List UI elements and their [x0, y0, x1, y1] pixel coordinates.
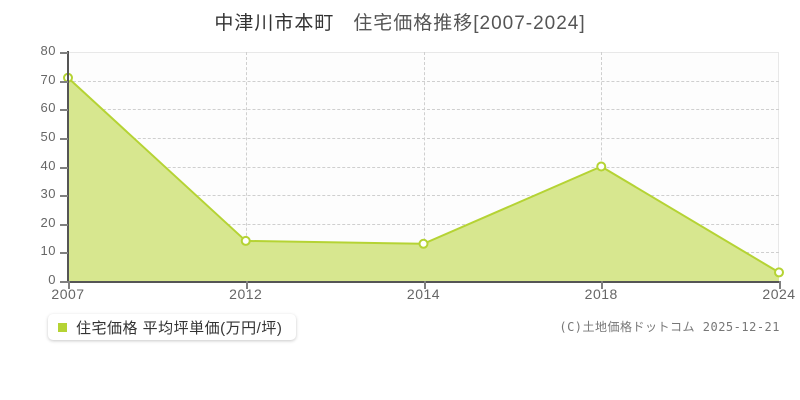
- legend-label: 住宅価格 平均坪単価(万円/坪): [76, 319, 283, 337]
- x-axis-tick-label: 2018: [584, 286, 618, 302]
- data-point-marker[interactable]: [418, 238, 429, 249]
- chart-title-sub: 住宅価格推移[2007-2024]: [353, 13, 586, 34]
- y-axis-tick: [60, 252, 68, 255]
- y-axis-tick: [60, 137, 68, 140]
- y-axis-tick: [60, 281, 68, 283]
- data-point-marker[interactable]: [774, 267, 784, 278]
- y-axis-labels: 0 10 20 30 40 50 60 70 80: [22, 0, 56, 400]
- x-axis-tick: [779, 281, 781, 289]
- x-axis-tick-label: 2007: [51, 286, 85, 302]
- legend[interactable]: 住宅価格 平均坪単価(万円/坪): [48, 314, 297, 340]
- series-area-line: [63, 72, 784, 281]
- y-axis-tick: [60, 80, 68, 83]
- y-axis-tick-label: 70: [40, 71, 56, 87]
- y-axis-tick: [60, 109, 68, 112]
- x-axis-tick-label: 2012: [229, 286, 263, 302]
- copyright-credit: (C)土地価格ドットコム 2025-12-21: [559, 320, 780, 334]
- y-axis-line: [67, 51, 69, 282]
- series-area-fill: [68, 77, 779, 281]
- y-axis-tick: [60, 52, 68, 54]
- y-axis-tick-label: 20: [40, 214, 56, 230]
- data-point-marker[interactable]: [596, 161, 607, 172]
- x-axis-tick: [245, 281, 248, 289]
- y-axis-tick-label: 40: [40, 157, 56, 173]
- y-axis-tick-label: 50: [40, 128, 56, 144]
- x-axis-tick-label: 2024: [762, 286, 796, 302]
- y-axis-tick-label: 60: [40, 100, 56, 116]
- x-axis-tick: [601, 281, 604, 289]
- y-axis-tick: [60, 195, 68, 198]
- data-point-marker[interactable]: [240, 235, 251, 246]
- x-axis-tick: [423, 281, 426, 289]
- y-axis-tick-label: 30: [40, 186, 56, 202]
- y-axis-tick-label: 0: [48, 272, 56, 287]
- chart-title-main: 中津川市本町: [214, 13, 335, 34]
- chart-title: 中津川市本町 住宅価格推移[2007-2024]: [0, 8, 800, 35]
- y-axis-tick: [60, 166, 68, 169]
- x-axis-tick: [68, 281, 70, 289]
- y-axis-tick-label: 10: [40, 243, 56, 259]
- x-axis-tick-label: 2014: [406, 286, 441, 302]
- y-axis-tick-label: 80: [40, 43, 56, 58]
- legend-swatch-icon: [58, 322, 67, 332]
- plot-area: [63, 52, 784, 281]
- y-axis-tick: [60, 223, 68, 226]
